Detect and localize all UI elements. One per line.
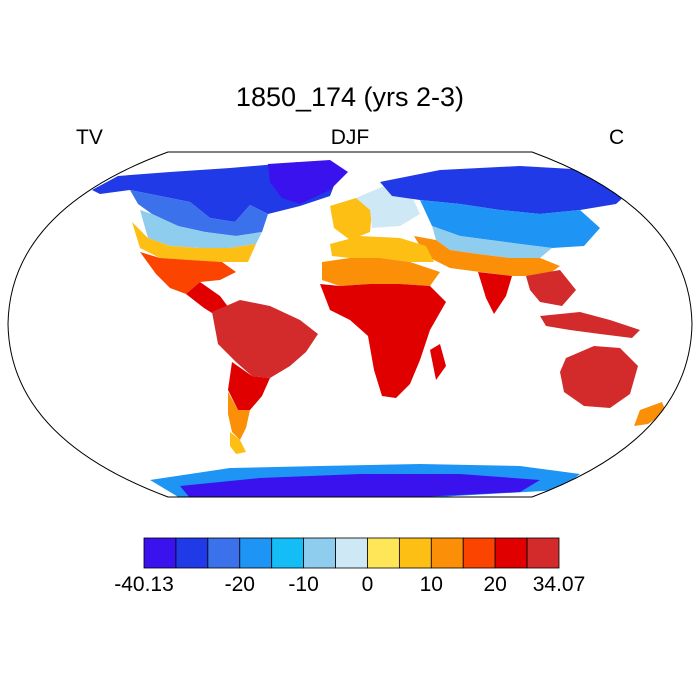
- colorbar-tick-label: -40.13: [114, 573, 174, 596]
- units-label: C: [609, 126, 625, 149]
- africa-central: [320, 284, 446, 398]
- asia-central: [420, 200, 600, 248]
- asia-south-warm: [414, 236, 560, 276]
- asia-south-cool: [432, 226, 552, 258]
- south-america-south: [228, 392, 250, 440]
- australia: [560, 346, 638, 408]
- colorbar-swatch: [239, 537, 273, 569]
- colorbar-swatch: [207, 537, 241, 569]
- asia-north: [380, 166, 636, 214]
- colorbar-swatch: [526, 537, 560, 569]
- colorbar-tick-label: -10: [288, 573, 319, 596]
- colorbar-tick-label: -20: [224, 573, 255, 596]
- variable-label: TV: [76, 126, 103, 149]
- globe-outline: [7, 151, 693, 498]
- southeast-asia: [526, 270, 576, 306]
- europe-west: [330, 198, 372, 240]
- colorbar-swatch: [271, 537, 305, 569]
- colorbar-tick-label: 20: [483, 573, 507, 596]
- madagascar: [430, 344, 446, 380]
- new-zealand: [634, 402, 666, 426]
- india: [478, 272, 512, 314]
- colorbar-tick-label: 0: [361, 573, 374, 596]
- map-title: 1850_174 (yrs 2-3): [235, 82, 465, 112]
- colorbar-swatch: [143, 537, 177, 569]
- colorbar: [143, 537, 560, 569]
- colorbar-swatch: [303, 537, 336, 569]
- north-america-warm: [132, 222, 256, 262]
- south-america-north: [212, 300, 318, 378]
- colorbar-swatch: [494, 537, 528, 569]
- season-label: DJF: [330, 126, 370, 149]
- north-america-south: [140, 252, 236, 294]
- south-america-tip: [230, 432, 246, 454]
- colorbar-swatch: [367, 537, 400, 569]
- south-america-middle: [228, 362, 270, 410]
- africa-sahara: [322, 258, 440, 286]
- indonesia: [540, 312, 640, 338]
- antarctica-interior: [180, 474, 540, 497]
- land-masses: [92, 160, 666, 497]
- colorbar-swatch: [398, 537, 432, 569]
- colorbar-swatch: [175, 537, 209, 569]
- colorbar-swatch: [430, 537, 464, 569]
- north-america-cool: [140, 210, 262, 248]
- colorbar-tick-label: 34.07: [532, 573, 586, 596]
- africa-north: [330, 236, 434, 262]
- greenland: [268, 160, 348, 204]
- north-america-mid: [130, 190, 268, 236]
- colorbar-swatch: [462, 537, 496, 569]
- colorbar-tick-label: 10: [419, 573, 443, 596]
- colorbar-swatch: [335, 537, 368, 569]
